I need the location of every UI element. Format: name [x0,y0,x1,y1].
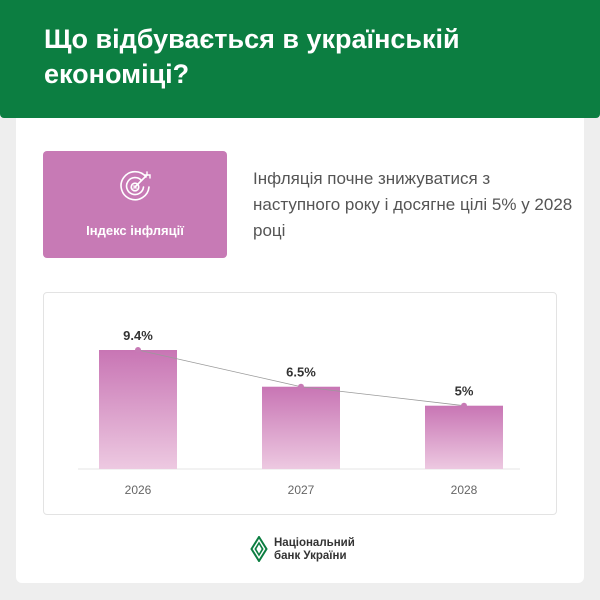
bar-2027 [262,386,340,469]
inflation-index-label: Індекс інфляції [86,223,184,238]
header-banner: Що відбувається в українській економіці? [0,0,600,118]
value-label-2028: 5% [455,384,474,399]
chart-frame: 9.4% 2026 6.5% 2027 5% 2028 [43,292,557,515]
nbu-logo-icon [250,536,268,562]
inflation-bar-chart: 9.4% 2026 6.5% 2027 5% 2028 [78,328,520,497]
inflation-description: Інфляція почне знижуватися з наступного … [253,169,573,240]
trend-point-2028 [461,402,467,409]
category-label-2026: 2026 [125,483,152,497]
trend-point-2027 [298,383,304,390]
target-hryvnia-icon [120,170,151,201]
nbu-logo-text: Національний банк України [274,537,355,563]
logo-line-1: Національний [274,537,355,549]
category-label-2027: 2027 [288,483,315,497]
category-label-2028: 2028 [451,483,478,497]
value-label-2027: 6.5% [286,365,316,380]
value-label-2026: 9.4% [123,328,153,343]
nbu-logo: Національний банк України [250,535,360,565]
bar-2028 [425,405,503,469]
logo-line-2: банк України [274,550,347,562]
page-title: Що відбувається в українській економіці? [44,24,460,89]
trend-point-2026 [135,347,141,353]
bar-2026 [99,350,177,469]
inflation-index-box: Індекс інфляції [43,151,227,258]
